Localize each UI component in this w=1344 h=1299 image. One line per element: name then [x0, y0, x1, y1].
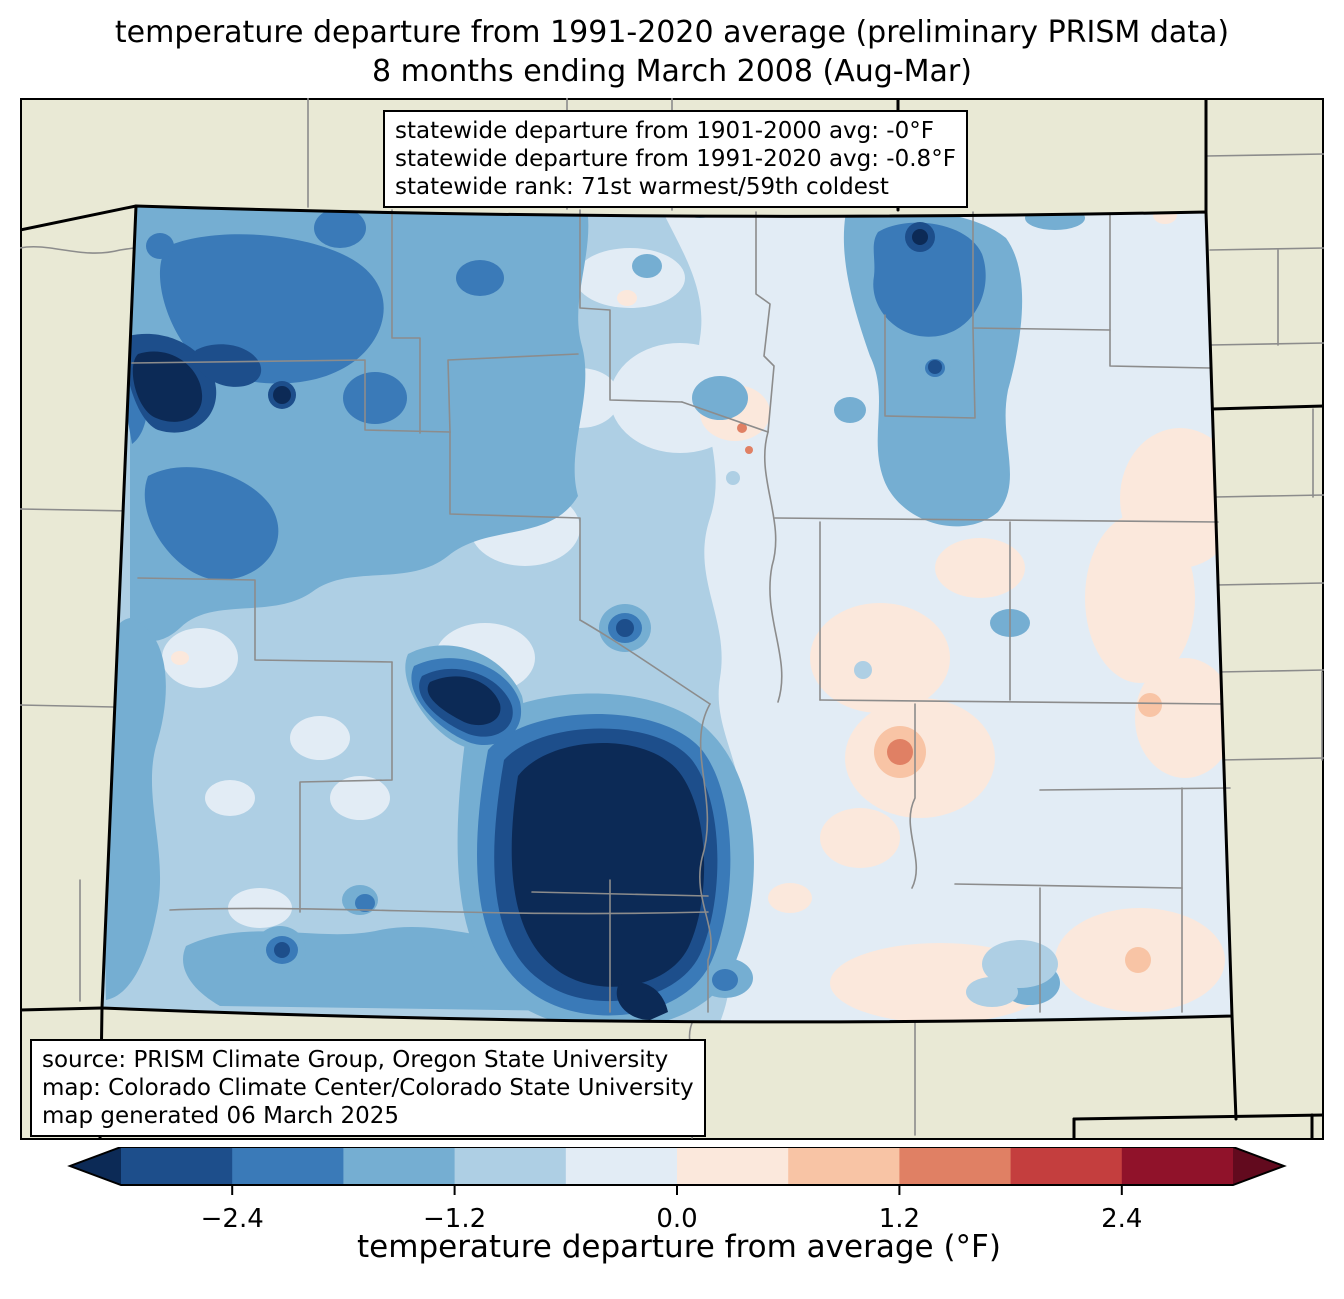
colorbar-tick-label: 0.0 [656, 1204, 697, 1234]
title-line-1: temperature departure from 1991-2020 ave… [114, 15, 1230, 50]
source-line-2: map: Colorado Climate Center/Colorado St… [42, 1075, 694, 1101]
navy-coldest-regions [132, 229, 928, 1020]
colorbar-segment-4 [565, 1147, 678, 1185]
colorbar-segment-7 [899, 1147, 1012, 1185]
colorbar-under-arrow [70, 1147, 121, 1185]
source-line-3: map generated 06 March 2025 [42, 1103, 400, 1129]
colorbar-svg: −2.4 −1.2 0.0 1.2 2.4 [67, 1146, 1287, 1234]
stats-line-3: statewide rank: 71st warmest/59th coldes… [395, 174, 889, 200]
title-line-2: 8 months ending March 2008 (Aug-Mar) [372, 54, 972, 89]
colorbar-segment-6 [788, 1147, 900, 1185]
source-box: source: PRISM Climate Group, Oregon Stat… [30, 1039, 706, 1137]
colorbar: −2.4 −1.2 0.0 1.2 2.4 [0, 1146, 1344, 1257]
colorbar-tick-label: −2.4 [201, 1204, 264, 1234]
colorbar-tick-label: 2.4 [1101, 1204, 1142, 1234]
colorbar-over-arrow [1233, 1147, 1284, 1185]
stats-line-1: statewide departure from 1901-2000 avg: … [395, 118, 934, 144]
colorado-county-lines [131, 209, 1231, 1013]
colorbar-tick-label: 1.2 [879, 1204, 920, 1234]
map-axes: statewide departure from 1901-2000 avg: … [20, 98, 1324, 1140]
colorbar-tick-label: −1.2 [423, 1204, 486, 1234]
colorbar-segment-3 [454, 1147, 567, 1185]
statewide-stats-box: statewide departure from 1901-2000 avg: … [383, 110, 968, 208]
stats-line-2: statewide departure from 1991-2020 avg: … [395, 146, 956, 172]
colorbar-segment-8 [1010, 1147, 1123, 1185]
colorbar-axis-label: temperature departure from average (°F) [357, 1229, 1001, 1265]
colorbar-outline [67, 1146, 1287, 1186]
temperature-field [102, 206, 1232, 1022]
colorado-state-border [100, 204, 1234, 1024]
colorbar-segment-1 [232, 1147, 344, 1185]
colorbar-segment-0 [121, 1147, 233, 1185]
figure-title: temperature departure from 1991-2020 ave… [0, 13, 1344, 91]
colorbar-segment-9 [1121, 1147, 1234, 1185]
light-blue-spots [726, 471, 1058, 1007]
source-line-1: source: PRISM Climate Group, Oregon Stat… [42, 1047, 669, 1073]
colorado-map-canvas [20, 98, 1324, 1140]
colorbar-segment-5 [677, 1147, 789, 1185]
colorbar-segment-2 [343, 1147, 456, 1185]
warm-anomaly-spots [737, 423, 1162, 973]
